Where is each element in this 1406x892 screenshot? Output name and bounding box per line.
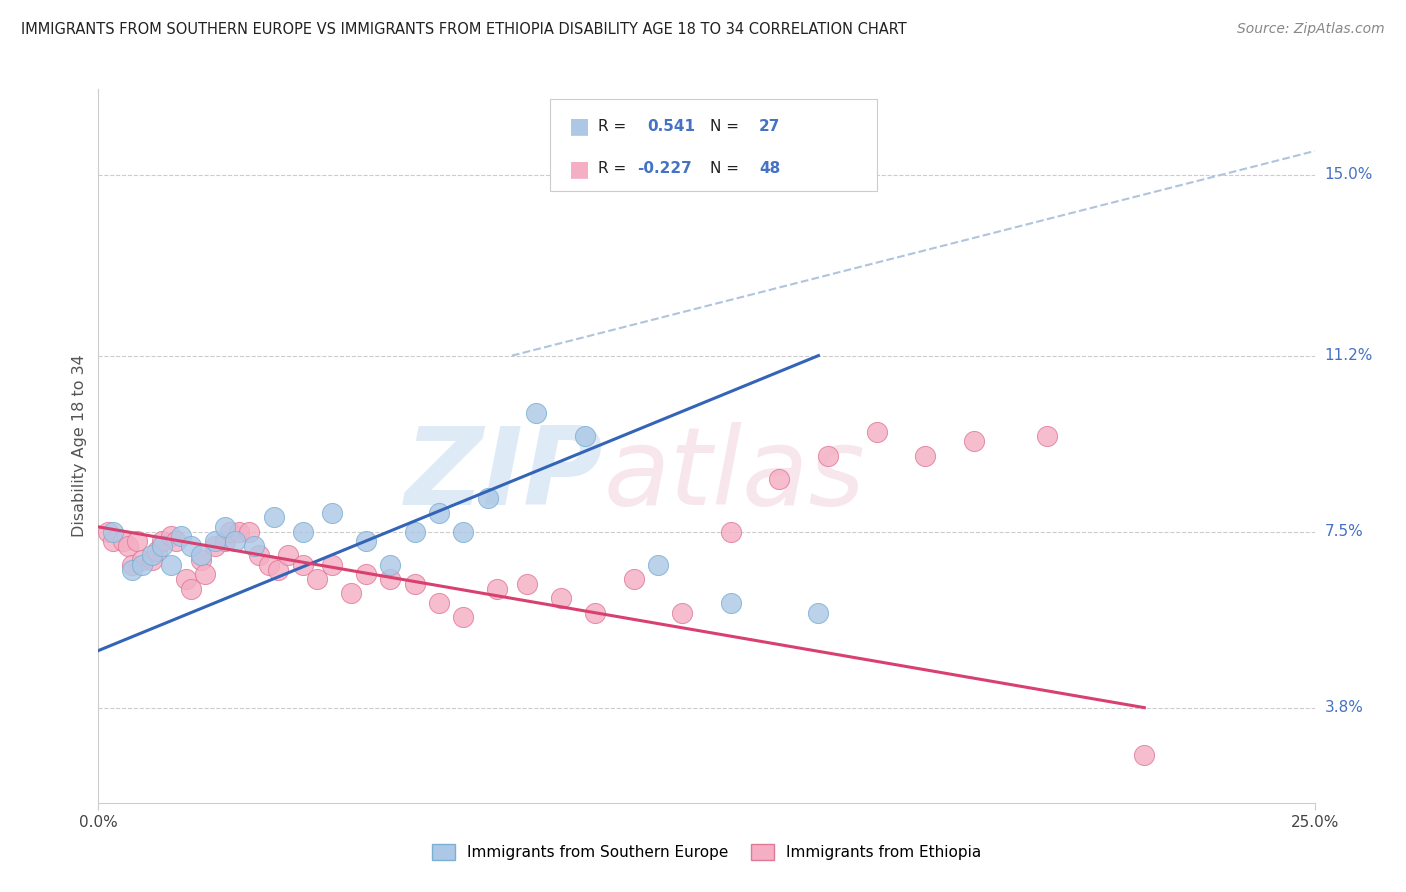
Point [111,534,134,549]
Point [141,553,163,567]
Point [194,567,217,582]
Point [340,586,363,600]
Point [583,606,606,620]
Text: 48: 48 [759,161,780,177]
Point [247,549,270,563]
Point [141,549,163,563]
Point [866,425,889,439]
Point [160,529,183,543]
Point [190,549,212,563]
Point [404,577,426,591]
Point [190,553,212,567]
Point [180,582,202,596]
Text: 0.541: 0.541 [647,119,695,134]
Point [101,534,124,549]
Point [321,558,343,572]
Point [817,449,839,463]
Point [354,567,377,582]
Text: N =: N = [710,161,740,177]
Point [165,534,187,549]
Point [427,506,450,520]
Point [380,572,402,586]
Point [214,534,236,549]
Point [354,534,377,549]
Text: N =: N = [710,119,740,134]
Point [453,610,475,624]
Text: ■: ■ [569,159,591,178]
Point [204,534,226,549]
Point [204,539,226,553]
Text: atlas: atlas [603,422,865,527]
Point [146,543,169,558]
Y-axis label: Disability Age 18 to 34: Disability Age 18 to 34 [72,355,87,537]
Text: 7.5%: 7.5% [1324,524,1362,539]
Point [257,558,280,572]
Point [127,534,149,549]
Point [574,429,596,443]
Point [321,506,343,520]
Point [477,491,499,506]
Text: ■: ■ [569,116,591,136]
Point [768,472,790,486]
Point [404,524,426,539]
Point [380,558,402,572]
Point [117,539,139,553]
Point [97,524,120,539]
Point [453,524,475,539]
Point [963,434,986,449]
Point [131,558,153,572]
Text: -0.227: -0.227 [637,161,692,177]
Point [121,558,143,572]
Point [150,534,173,549]
Point [160,558,183,572]
Point [671,606,693,620]
Point [550,591,572,606]
Point [228,524,250,539]
Point [214,520,236,534]
Point [263,510,285,524]
Legend: Immigrants from Southern Europe, Immigrants from Ethiopia: Immigrants from Southern Europe, Immigra… [426,838,987,866]
Point [515,577,537,591]
Point [807,606,830,620]
Point [180,539,202,553]
Point [131,553,153,567]
Point [720,524,742,539]
Text: R =: R = [598,119,626,134]
Point [121,563,143,577]
Point [291,524,314,539]
Point [238,524,260,539]
Point [101,524,124,539]
Point [277,549,299,563]
Text: 11.2%: 11.2% [1324,348,1372,363]
Point [218,524,240,539]
Text: IMMIGRANTS FROM SOUTHERN EUROPE VS IMMIGRANTS FROM ETHIOPIA DISABILITY AGE 18 TO: IMMIGRANTS FROM SOUTHERN EUROPE VS IMMIG… [21,22,907,37]
Point [720,596,742,610]
Point [291,558,314,572]
Point [174,572,197,586]
Text: 15.0%: 15.0% [1324,168,1372,182]
Text: R =: R = [598,161,626,177]
Text: Source: ZipAtlas.com: Source: ZipAtlas.com [1237,22,1385,37]
Point [307,572,329,586]
Point [1036,429,1059,443]
Point [267,563,290,577]
Point [524,406,547,420]
Point [647,558,669,572]
Point [150,539,173,553]
Point [914,449,936,463]
Text: 3.8%: 3.8% [1324,700,1364,715]
Point [243,539,266,553]
Point [623,572,645,586]
Text: ZIP: ZIP [405,422,603,527]
Point [170,529,193,543]
Text: 27: 27 [759,119,780,134]
Point [224,534,246,549]
Point [1133,748,1156,763]
Point [427,596,450,610]
Point [486,582,509,596]
